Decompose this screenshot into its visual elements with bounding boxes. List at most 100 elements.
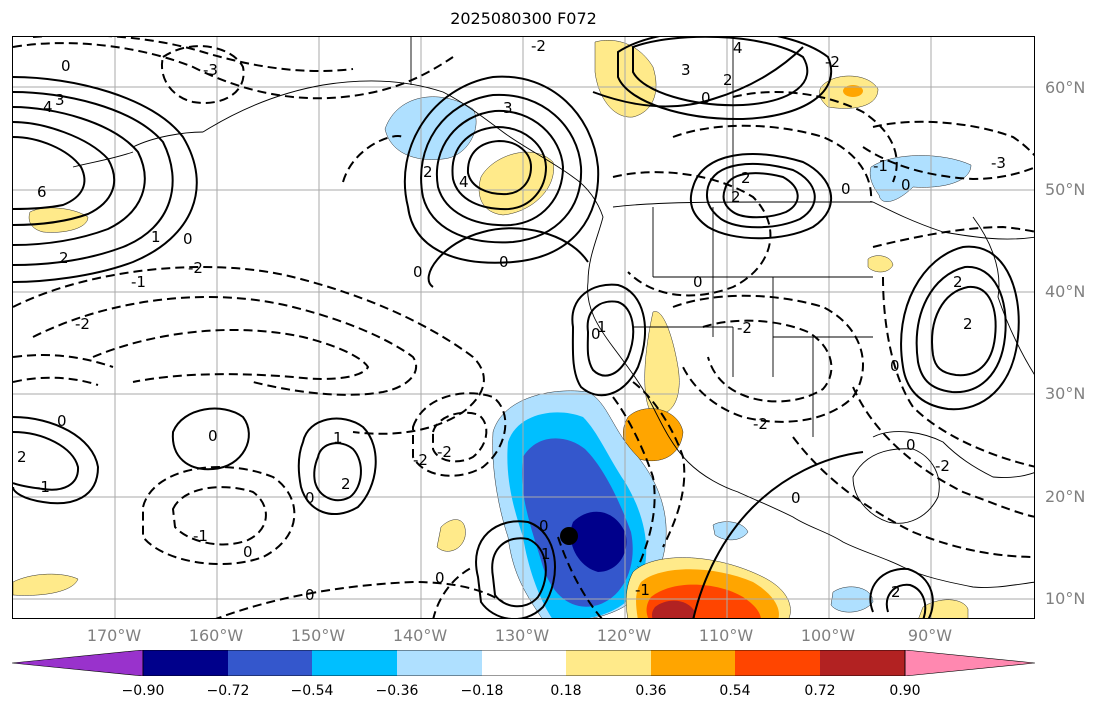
clabel-4-c: 4 — [733, 39, 743, 57]
lon-label-120w: 120°W — [596, 626, 652, 645]
chart-title: 2025080300 F072 — [450, 9, 597, 28]
clabel-2-i: 2 — [17, 448, 27, 466]
contour-labels: 0 3 4 6 1 2 0 -2 -1 -2 0 0 4 3 2 4 3 2 0… — [17, 37, 1006, 604]
colorbar-tick: −0.72 — [206, 683, 250, 699]
colorbar-tick: −0.90 — [121, 683, 165, 699]
clabel-0-g: 0 — [841, 180, 851, 198]
contour-neg-canada-1 — [732, 91, 898, 183]
contour-neg-mexico-2 — [612, 396, 656, 568]
clabel-m2-g: -2 — [935, 457, 950, 475]
colorbar — [12, 650, 1036, 676]
gridlines — [13, 37, 1034, 618]
clabel-0-i: 0 — [693, 273, 703, 291]
contour-neg-top-a — [13, 42, 454, 100]
lat-label-20n: 20°N — [1045, 487, 1086, 506]
contour-east-low-2 — [915, 265, 1007, 394]
contour-west-high-3 — [13, 106, 146, 246]
shade-pos-small-6 — [867, 255, 894, 273]
contour-far-east-low-2 — [885, 583, 927, 618]
shade-pos-west-pacific — [28, 207, 89, 233]
lon-label-170w: 170°W — [86, 626, 142, 645]
lat-label-10n: 10°N — [1045, 589, 1086, 608]
lon-label-110w: 110°W — [698, 626, 754, 645]
clabel-0-m: 0 — [57, 412, 67, 430]
clabel-0-p: 0 — [243, 543, 253, 561]
contour-west-0 — [13, 431, 80, 491]
colorbar-bin-8 — [735, 650, 820, 676]
contour-canada-low — [689, 153, 832, 240]
contour-neg-central-ring — [412, 392, 507, 477]
colorbar-tick: 0.18 — [550, 683, 582, 699]
contour-neg-pac-ring — [342, 135, 404, 183]
clabel-m2-d: -2 — [825, 53, 840, 71]
colorbar-tick: 0.90 — [889, 683, 921, 699]
contour-neg-east-1 — [872, 225, 1034, 248]
contour-alaska-low-5 — [466, 139, 533, 196]
map-panel: 0 3 4 6 1 2 0 -2 -1 -2 0 0 4 3 2 4 3 2 0… — [12, 36, 1035, 619]
contour-neg-left-a — [13, 354, 114, 368]
contour-west-high-4 — [13, 121, 116, 226]
clabel-3-c: 3 — [681, 61, 691, 79]
contour-east-low-3 — [931, 285, 997, 377]
contour-neg-1 — [13, 266, 485, 435]
contour-neg-top-b — [33, 37, 354, 73]
contour-neg-canada-2 — [672, 124, 873, 203]
contour-west-high-5 — [13, 136, 86, 210]
contour-alaska-low-4 — [451, 125, 548, 211]
lat-label-40n: 40°N — [1045, 282, 1086, 301]
clabel-0-r: 0 — [435, 569, 445, 587]
contour-neg-south-1 — [557, 536, 603, 618]
clabel-m2-i: -2 — [437, 443, 452, 461]
contours-dashed — [13, 37, 1034, 618]
shade-neg-main-72 — [570, 511, 627, 572]
colorbar-bin-4 — [397, 650, 482, 676]
clabel-2-a: 2 — [59, 249, 69, 267]
clabel-0-b: 0 — [183, 230, 193, 248]
contour-east-low — [900, 245, 1020, 411]
colorbar-tick: 0.54 — [719, 683, 751, 699]
clabel-2-c: 2 — [723, 71, 733, 89]
clabel-2-e: 2 — [731, 188, 741, 206]
clabel-0-n: 0 — [208, 427, 218, 445]
contour-neg-left-b — [13, 376, 99, 386]
colorbar-bin-1 — [143, 650, 228, 676]
colorbar-bin-5 — [482, 650, 566, 676]
contour-neg-pac-2 — [142, 466, 296, 566]
storm-center-marker — [560, 527, 578, 545]
clabel-1-d: 1 — [541, 545, 551, 563]
contour-neg-cali-2 — [672, 294, 864, 423]
colorbar-bin-2 — [228, 650, 312, 676]
contour-baja-low-2 — [586, 300, 635, 377]
clabel-1-a: 1 — [151, 228, 161, 246]
shade-pos-south-72 — [651, 600, 695, 618]
clabel-m3-b: -3 — [991, 154, 1006, 172]
contour-west-high-1 — [13, 76, 198, 283]
contour-north-4 — [632, 37, 809, 107]
shade-pos-canada-core — [843, 85, 863, 97]
colorbar-extend-low — [12, 650, 144, 676]
shade-neg-small-3 — [712, 521, 749, 541]
clabel-3-b: 3 — [503, 99, 513, 117]
colorbar-tick: −0.54 — [290, 683, 334, 699]
clabel-3-a: 3 — [55, 91, 65, 109]
colorbar-bin-6 — [566, 650, 651, 676]
clabel-0-c: 0 — [413, 263, 423, 281]
contour-central-zero — [692, 451, 864, 618]
clabel-m2-a: -2 — [188, 259, 203, 277]
clabel-0-k: 0 — [791, 489, 801, 507]
clabel-2-d: 2 — [741, 169, 751, 187]
clabel-0-d: 0 — [499, 253, 509, 271]
contour-west-high-2 — [13, 91, 174, 266]
contour-neg-east-2 — [882, 276, 1034, 468]
colorbar-tick: 0.36 — [635, 683, 667, 699]
lon-label-150w: 150°W — [290, 626, 346, 645]
clabel-m2-b: -2 — [75, 315, 90, 333]
contour-0-north — [592, 46, 804, 108]
contour-canada-low-3 — [722, 172, 799, 219]
clabel-m1-d: -1 — [193, 527, 208, 545]
clabel-m2-e: -2 — [737, 319, 752, 337]
contour-neg-south-3 — [432, 566, 474, 618]
contour-baja-low — [571, 283, 646, 397]
clabel-0-l: 0 — [591, 325, 601, 343]
clabel-0-s: 0 — [305, 586, 315, 604]
